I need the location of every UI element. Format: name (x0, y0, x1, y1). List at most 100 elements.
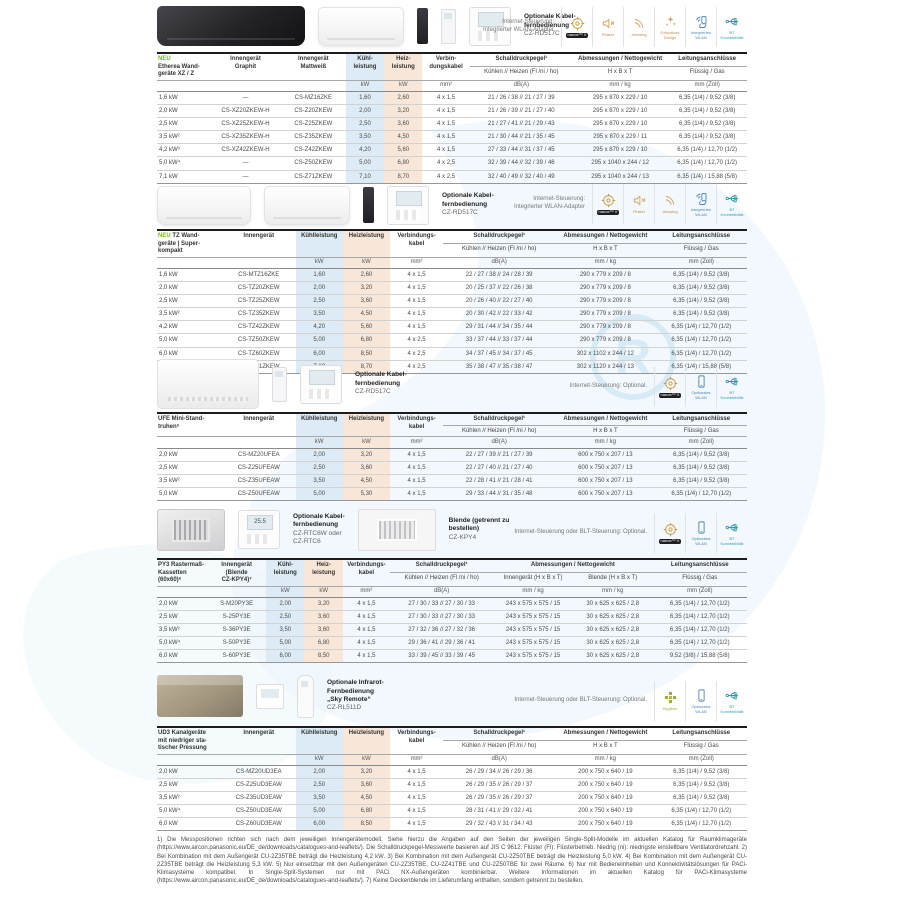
table-cell: CS-Z71ZKEW (280, 170, 346, 184)
col-header (157, 754, 222, 766)
col-header (210, 80, 281, 92)
table-cell: CS-Z25ZKEW (280, 117, 346, 132)
table-cell: 4 x 1,5 (390, 294, 444, 309)
col-header: Innengerät (221, 413, 296, 437)
col-header: kW (304, 586, 343, 598)
spec-table: PY3 Rastermaß- Kassetten (60x60)⁶ Innenge… (157, 558, 747, 664)
table-cell: 32 / 40 / 49 // 32 / 40 / 49 (469, 170, 573, 184)
feature-icon-label: Optionales WLAN (691, 535, 711, 546)
col-header: Innengerät (221, 230, 296, 258)
table-cell: 27 / 33 / 44 // 31 / 37 / 45 (469, 143, 573, 158)
table-cell: 4 x 2,5 (422, 170, 470, 184)
feature-icon-label: BT Konnektivität (720, 703, 744, 714)
col-header: Leitungsanschlüsse (655, 230, 747, 245)
product-strip: Optionale Kabel- fernbedienung CZ-RD517C … (157, 358, 747, 410)
remote-buttons (396, 209, 420, 220)
table-cell: CS-Z35UFEAW (221, 474, 296, 488)
col-header: Heiz- leistung (384, 53, 423, 81)
table-cell: 6,35 (1/4) / 12,70 (1/2) (652, 610, 747, 625)
table-cell: 4 x 1,5 (390, 804, 444, 819)
table-row: 7,1 kW — CS-Z71ZKEW 7,10 8,70 4 x 2,5 32 / 40 … (157, 170, 747, 184)
table-cell: 4 x 1,5 (342, 597, 391, 612)
col-header: Abmessungen / Nettogewicht (555, 727, 656, 742)
table-cell: CS-XZ25ZKEW-H (210, 117, 281, 132)
table-title: NEU TZ Wand- geräte | Super- kompakt (157, 230, 222, 258)
capacity-label: 7,1 kW (157, 170, 211, 184)
table-cell: 3,20 (342, 448, 391, 462)
table-cell: 1,60 (345, 91, 385, 106)
col-header: mm / kg (493, 586, 573, 598)
table-cell: 4 x 2,5 (390, 333, 444, 348)
table-cell: 600 x 750 x 207 / 13 (555, 474, 656, 488)
col-header: Schalldruckpegel¹ (443, 727, 556, 742)
col-header: Kühl- leistung (266, 559, 305, 587)
product-strip: Optionale Infrarot- Fernbedienung „Sky R… (157, 668, 747, 724)
table-cell: 27 / 32 / 36 // 27 / 32 / 36 (390, 623, 494, 638)
col-header: Leitungsanschlüsse (655, 413, 747, 426)
table-row: 4,2 kW CS-TZ42ZKEW 4,20 5,60 4 x 1,5 29 / 31 … (157, 320, 747, 335)
col-header: dB(A) (443, 436, 556, 449)
feature-icon-usb: BT Konnektivität (716, 7, 747, 47)
table-row: 6,0 kW CS-Z60UD3EAW 6,00 8,50 4 x 1,5 29 / 32… (157, 817, 747, 832)
table-cell: 3,20 (342, 765, 391, 780)
accessory-code: CZ-KPY4 (448, 533, 477, 541)
table-cell: CS-TZ35ZKEW (221, 307, 296, 322)
table-cell: 6,35 (1/4) / 12,70 (1/2) (652, 623, 747, 638)
table-cell: 4 x 1,5 (390, 461, 444, 475)
table-cell: 4,50 (384, 130, 423, 145)
col-header: dB(A) (443, 754, 556, 766)
usb-icon (725, 688, 740, 703)
col-header (157, 257, 222, 269)
table-cell: 8,50 (304, 649, 343, 664)
table-cell: 2,60 (384, 91, 423, 106)
table-row: 3,5 kW² CS-TZ35ZKEW 3,50 4,50 4 x 1,5 20 / 30… (157, 307, 747, 322)
table-cell: 29 / 33 / 44 // 31 / 35 / 48 (443, 487, 556, 501)
table-cell: 5,00 (345, 156, 385, 171)
table-cell: 295 x 870 x 229 / 11 (572, 130, 668, 145)
feature-icon-nanoe: nanoe™ X (654, 513, 685, 553)
table-cell: 295 x 1040 x 244 / 13 (572, 170, 668, 184)
nanoe-icon (601, 193, 616, 208)
section-py3: 25.5 Optionale Kabel- fernbedienung CZ-RTC… (157, 503, 747, 664)
col-header: Innengerät (221, 727, 296, 755)
table-cell: 2,00 (266, 597, 305, 612)
table-cell: 26 / 29 / 35 // 26 / 29 / 37 (443, 791, 556, 806)
table-cell: 20 / 26 / 40 // 22 / 27 / 40 (443, 294, 556, 309)
table-cell: 2,00 (295, 281, 343, 296)
table-cell: 6,35 (1/4) / 9,52 (3/8) (667, 91, 747, 106)
table-cell: 2,50 (295, 461, 343, 475)
table-cell: 29 / 32 / 43 // 31 / 34 / 43 (443, 817, 556, 832)
table-cell: 4 x 1,5 (390, 307, 444, 322)
table-cell: 243 x 575 x 575 / 15 (493, 636, 573, 651)
table-cell: CS-Z35ZKEW (280, 130, 346, 145)
col-header: Kühlen // Heizen (Fl /ni / ho) (443, 425, 556, 437)
table-cell: 600 x 750 x 207 / 13 (555, 461, 656, 475)
table-cell: 295 x 870 x 229 / 10 (572, 91, 668, 106)
table-cell: CS-MZ20UFEA (221, 448, 296, 462)
capacity-label: 6,0 kW (157, 649, 208, 664)
col-header: Schalldruckpegel¹ (443, 230, 556, 245)
col-header: Kühlen // Heizen (Fl /ni / ho) (443, 740, 556, 755)
table-row: 2,0 kW CS-XZ20ZKEW-H CS-Z20ZKEW 2,00 3,20 4 x… (157, 104, 747, 119)
table-cell: CS-TZ20ZKEW (221, 281, 296, 296)
col-header: kW (342, 754, 391, 766)
capacity-label: 2,5 kW (157, 461, 222, 475)
col-header: H x B x T (572, 66, 668, 81)
col-header: mm (Zoll) (655, 257, 747, 269)
table-row: 4,2 kW³ CS-XZ42ZKEW-H CS-Z42ZKEW 4,20 5,60 4 … (157, 143, 747, 158)
product-image-wall-white (318, 6, 404, 46)
table-cell: 3,50 (295, 307, 343, 322)
table-cell: 3,50 (295, 474, 343, 488)
table-cell: 6,35 (1/4) / 12,70 (1/2) (667, 156, 747, 171)
table-cell: 290 x 779 x 209 / 8 (555, 320, 656, 335)
col-header: kW (342, 436, 391, 449)
col-header: Leitungsanschlüsse (652, 559, 747, 574)
table-cell: 2,00 (295, 448, 343, 462)
table-cell: 600 x 750 x 207 / 13 (555, 487, 656, 501)
col-header: kW (266, 586, 305, 598)
footnotes: 1) Die Messpositionen richten sich nach … (157, 837, 747, 885)
table-cell: 8,50 (342, 817, 391, 832)
capacity-label: 3,5 kW² (157, 791, 222, 806)
table-cell: 6,35 (1/4) / 9,52 (3/8) (655, 448, 747, 462)
